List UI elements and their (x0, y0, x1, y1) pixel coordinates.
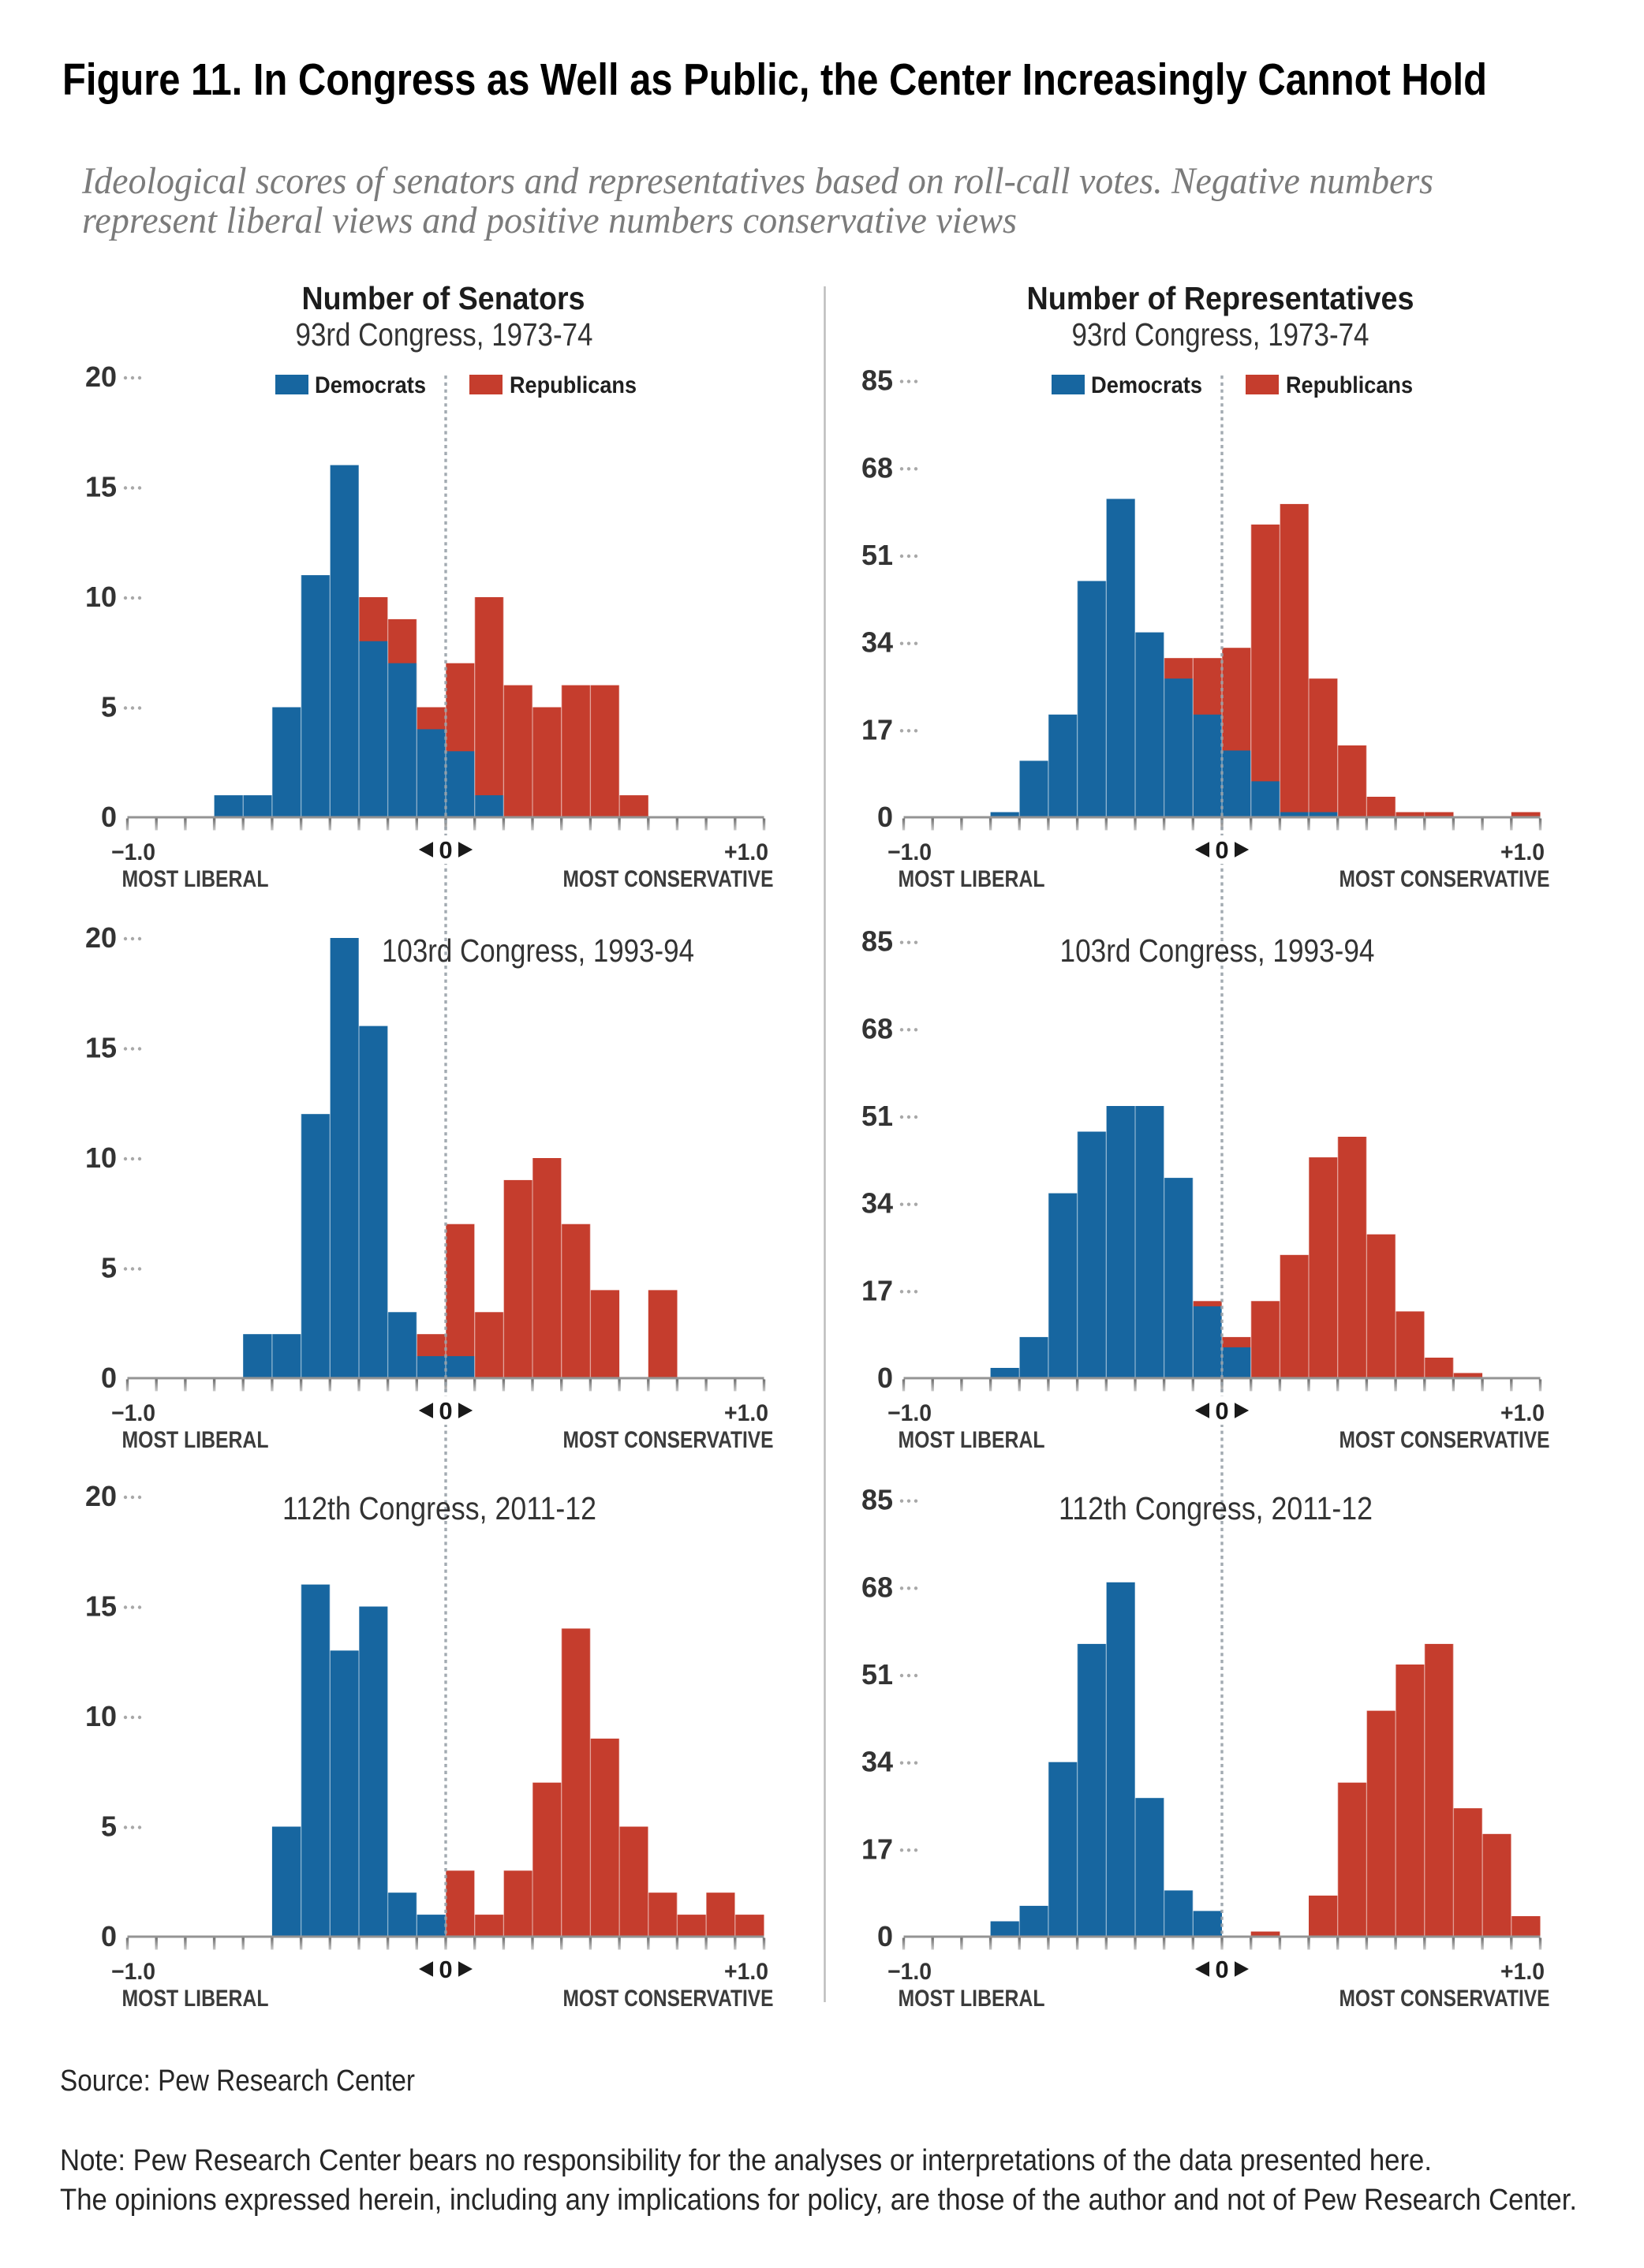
svg-text:−1.0: −1.0 (887, 839, 932, 865)
svg-text:−1.0: −1.0 (887, 1959, 932, 1985)
svg-text:Number of Senators: Number of Senators (302, 280, 585, 316)
svg-text:0: 0 (1215, 1397, 1228, 1425)
svg-text:−1.0: −1.0 (111, 1959, 155, 1985)
svg-text:112th Congress, 2011-12: 112th Congress, 2011-12 (282, 1490, 596, 1526)
svg-text:Number of Representatives: Number of Representatives (1027, 280, 1414, 316)
svg-text:+1.0: +1.0 (1500, 839, 1545, 865)
svg-text:20: 20 (85, 921, 117, 954)
svg-text:MOST CONSERVATIVE: MOST CONSERVATIVE (563, 1427, 774, 1453)
svg-text:0: 0 (877, 1920, 893, 1952)
svg-text:−1.0: −1.0 (111, 1400, 155, 1426)
svg-text:51: 51 (861, 539, 893, 571)
svg-text:103rd Congress, 1993-94: 103rd Congress, 1993-94 (1060, 932, 1375, 969)
svg-text:0: 0 (101, 1362, 117, 1394)
svg-text:15: 15 (85, 1590, 117, 1623)
svg-text:20: 20 (85, 361, 117, 393)
svg-text:MOST CONSERVATIVE: MOST CONSERVATIVE (1339, 1986, 1550, 2012)
svg-text:85: 85 (861, 364, 893, 397)
svg-text:+1.0: +1.0 (724, 839, 768, 865)
svg-text:15: 15 (85, 1032, 117, 1064)
svg-text:10: 10 (85, 1141, 117, 1174)
svg-text:MOST LIBERAL: MOST LIBERAL (899, 1986, 1045, 2012)
svg-text:17: 17 (861, 713, 893, 745)
svg-text:68: 68 (861, 1012, 893, 1044)
svg-text:20: 20 (85, 1480, 117, 1512)
svg-text:MOST CONSERVATIVE: MOST CONSERVATIVE (1339, 1427, 1550, 1453)
svg-text:51: 51 (861, 1658, 893, 1691)
svg-text:+1.0: +1.0 (724, 1400, 768, 1426)
svg-text:10: 10 (85, 581, 117, 613)
svg-text:0: 0 (877, 801, 893, 833)
svg-text:0: 0 (1215, 836, 1228, 864)
svg-text:Ideological scores of senators: Ideological scores of senators and repre… (81, 160, 1433, 202)
svg-text:5: 5 (101, 1252, 117, 1284)
svg-text:0: 0 (101, 1920, 117, 1952)
svg-text:The opinions expressed herein,: The opinions expressed herein, including… (60, 2184, 1577, 2217)
svg-text:0: 0 (439, 1956, 452, 1983)
svg-text:+1.0: +1.0 (1500, 1959, 1545, 1985)
svg-text:0: 0 (877, 1362, 893, 1394)
svg-text:Democrats: Democrats (1091, 372, 1202, 398)
svg-text:93rd Congress, 1973-74: 93rd Congress, 1973-74 (296, 316, 593, 353)
svg-text:85: 85 (861, 925, 893, 958)
svg-text:Democrats: Democrats (315, 372, 426, 398)
svg-text:represent liberal views and po: represent liberal views and positive num… (82, 200, 1017, 241)
svg-text:112th Congress, 2011-12: 112th Congress, 2011-12 (1059, 1490, 1373, 1526)
svg-text:34: 34 (861, 626, 893, 659)
svg-text:103rd Congress, 1993-94: 103rd Congress, 1993-94 (382, 932, 694, 969)
svg-text:MOST LIBERAL: MOST LIBERAL (122, 1427, 269, 1453)
svg-text:Republicans: Republicans (510, 372, 637, 398)
svg-text:68: 68 (861, 1571, 893, 1603)
svg-text:15: 15 (85, 471, 117, 503)
svg-text:68: 68 (861, 451, 893, 484)
svg-text:5: 5 (101, 691, 117, 723)
svg-text:85: 85 (861, 1484, 893, 1516)
svg-text:Republicans: Republicans (1286, 372, 1413, 398)
svg-text:93rd Congress, 1973-74: 93rd Congress, 1973-74 (1072, 316, 1369, 353)
svg-text:+1.0: +1.0 (1500, 1400, 1545, 1426)
svg-text:Source: Pew Research Center: Source: Pew Research Center (60, 2064, 415, 2098)
svg-text:17: 17 (861, 1274, 893, 1306)
svg-text:0: 0 (1215, 1956, 1228, 1983)
svg-text:MOST CONSERVATIVE: MOST CONSERVATIVE (563, 1986, 774, 2012)
svg-text:10: 10 (85, 1700, 117, 1732)
svg-text:34: 34 (861, 1187, 893, 1220)
svg-text:0: 0 (439, 1397, 452, 1425)
svg-text:−1.0: −1.0 (111, 839, 155, 865)
svg-text:Figure 11. In Congress as Well: Figure 11. In Congress as Well as Public… (62, 54, 1487, 105)
svg-text:51: 51 (861, 1100, 893, 1132)
svg-text:MOST LIBERAL: MOST LIBERAL (899, 1427, 1045, 1453)
svg-text:Note: Pew Research Center bear: Note: Pew Research Center bears no respo… (60, 2144, 1432, 2177)
svg-text:−1.0: −1.0 (887, 1400, 932, 1426)
svg-text:0: 0 (101, 801, 117, 833)
svg-text:34: 34 (861, 1746, 893, 1778)
svg-text:MOST CONSERVATIVE: MOST CONSERVATIVE (1339, 866, 1550, 892)
svg-text:5: 5 (101, 1810, 117, 1843)
svg-text:+1.0: +1.0 (724, 1959, 768, 1985)
svg-text:MOST LIBERAL: MOST LIBERAL (899, 866, 1045, 892)
svg-text:17: 17 (861, 1833, 893, 1865)
svg-text:MOST LIBERAL: MOST LIBERAL (122, 1986, 269, 2012)
svg-text:MOST LIBERAL: MOST LIBERAL (122, 866, 269, 892)
svg-text:MOST CONSERVATIVE: MOST CONSERVATIVE (563, 866, 774, 892)
svg-text:0: 0 (439, 836, 452, 864)
